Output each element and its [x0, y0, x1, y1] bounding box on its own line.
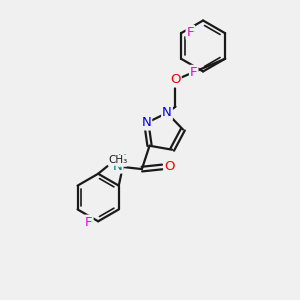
Text: N: N	[142, 116, 151, 130]
Text: F: F	[85, 216, 93, 229]
Text: N: N	[113, 160, 123, 172]
Text: O: O	[164, 160, 175, 173]
Text: CH₃: CH₃	[108, 155, 128, 165]
Text: O: O	[170, 74, 181, 86]
Text: N: N	[162, 106, 172, 119]
Text: H: H	[118, 153, 126, 166]
Text: F: F	[190, 66, 197, 79]
Text: F: F	[187, 26, 194, 39]
